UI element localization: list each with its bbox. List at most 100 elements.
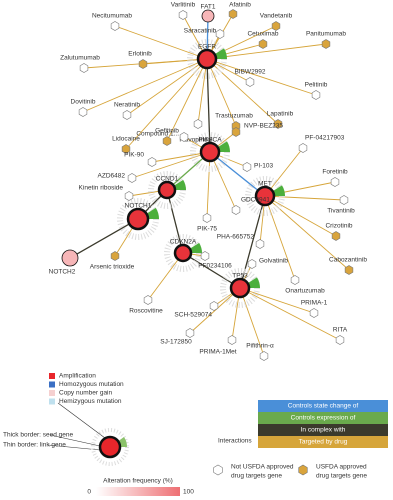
drug-node xyxy=(79,63,89,73)
drug-label: PIK-75 xyxy=(197,226,217,233)
drug-node xyxy=(215,29,225,39)
drug-label: SJ-172850 xyxy=(160,339,192,346)
approval-hex xyxy=(213,464,223,476)
approval-label: drug targets gene xyxy=(231,473,282,480)
frequency-max: 100 xyxy=(183,489,194,496)
drug-label: BIBW2992 xyxy=(234,69,265,76)
drug-node xyxy=(242,162,252,172)
gene-label: NOTCH1 xyxy=(125,203,152,210)
drug-edge xyxy=(142,58,208,65)
drug-label: PI-103 xyxy=(254,163,274,170)
drug-label: Saracatinib xyxy=(184,28,217,35)
gene-node xyxy=(201,9,215,23)
drug-edge xyxy=(125,58,208,150)
drug-label: Crizotinib xyxy=(325,223,352,230)
approval-label: USFDA approved xyxy=(316,464,367,471)
drug-label: PHA-665752 xyxy=(217,234,255,241)
drug-edge xyxy=(206,58,237,127)
gene-node xyxy=(199,141,221,163)
drug-node xyxy=(122,110,132,120)
gene-edge xyxy=(166,189,184,254)
pointer xyxy=(57,402,106,439)
gene-label: NOTCH2 xyxy=(49,269,76,276)
drug-edge xyxy=(166,58,208,142)
drug-label: PF0234106 xyxy=(198,263,232,270)
gene-node xyxy=(229,277,251,299)
drug-label: Cabozantinib xyxy=(329,257,367,264)
drug-label: Roscovitine xyxy=(129,308,163,315)
drug-label: Panitumumab xyxy=(306,31,346,38)
drug-node xyxy=(231,205,241,215)
drug-node xyxy=(202,213,212,223)
drug-node xyxy=(335,335,345,345)
gene-label: MET xyxy=(258,181,272,188)
drug-edge xyxy=(82,58,208,113)
gene-edge xyxy=(209,151,266,197)
drug-label: Pifithrin-α xyxy=(246,343,274,350)
approval-label: Not USFDA approved xyxy=(231,464,294,471)
drug-node xyxy=(231,127,241,137)
drug-node xyxy=(290,275,300,285)
drug-node xyxy=(162,136,172,146)
interaction-label: In complex with xyxy=(301,427,346,434)
gene-edge xyxy=(182,252,241,289)
drug-edge xyxy=(264,195,296,281)
drug-label: Zalutumumab xyxy=(60,55,100,62)
drug-node xyxy=(321,39,331,49)
gene-label: CCND1 xyxy=(156,176,179,183)
drug-label: PF-04217903 xyxy=(305,135,345,142)
drug-label: RITA xyxy=(333,327,348,334)
drug-node xyxy=(247,259,257,269)
drug-label: Neratinib xyxy=(114,102,140,109)
drug-edge xyxy=(209,151,237,211)
drug-node xyxy=(121,144,131,154)
interaction-box xyxy=(258,436,388,448)
drug-node xyxy=(185,328,195,338)
drug-node xyxy=(311,90,321,100)
drug-node xyxy=(298,143,308,153)
drug-label: Trastuzumab xyxy=(215,113,253,120)
interactions-title: Interactions xyxy=(218,438,252,445)
drug-edge xyxy=(264,195,337,237)
drug-node xyxy=(309,308,319,318)
drug-label: Pelitinib xyxy=(305,82,328,89)
gene-node xyxy=(61,249,79,267)
gene-label: TP53 xyxy=(232,273,248,280)
frequency-title: Alteration frequency (%) xyxy=(103,478,173,485)
drug-node xyxy=(331,231,341,241)
drug-edge xyxy=(239,287,265,357)
gene-node xyxy=(157,180,177,200)
interaction-box xyxy=(258,424,388,436)
drug-edge xyxy=(206,151,211,219)
drug-label: Flavopiridol xyxy=(179,137,213,144)
drug-node xyxy=(330,177,340,187)
frequency-bar xyxy=(96,487,180,496)
drug-label: Gefitinib xyxy=(155,128,179,135)
drug-label: Dovitinib xyxy=(71,99,96,106)
drug-label: Kinetin riboside xyxy=(79,185,124,192)
drug-node xyxy=(127,173,137,183)
drug-edge xyxy=(189,287,241,334)
drug-label: Varlitinib xyxy=(171,2,196,9)
drug-label: Golvatinib xyxy=(259,258,288,265)
gene-edge xyxy=(69,218,139,259)
gene-node xyxy=(254,185,276,207)
drug-label: GDC0941 xyxy=(241,197,270,204)
drug-node xyxy=(200,251,210,261)
drug-label: Compound 1... xyxy=(136,131,179,138)
drug-label: Lapatinib xyxy=(267,111,294,118)
drug-label: Afatinib xyxy=(229,2,251,9)
gene-edge xyxy=(206,58,211,153)
drug-node xyxy=(245,77,255,87)
drug-edge xyxy=(239,287,315,314)
drug-node xyxy=(271,21,281,31)
drug-label: NVP-BEZ235 xyxy=(244,123,283,130)
drug-edge xyxy=(197,58,208,125)
gene-node xyxy=(196,48,218,70)
drug-node xyxy=(143,295,153,305)
pointer xyxy=(49,434,101,447)
drug-label: Necitumumab xyxy=(92,13,132,20)
drug-node xyxy=(339,195,349,205)
drug-label: AZD6482 xyxy=(98,173,126,180)
